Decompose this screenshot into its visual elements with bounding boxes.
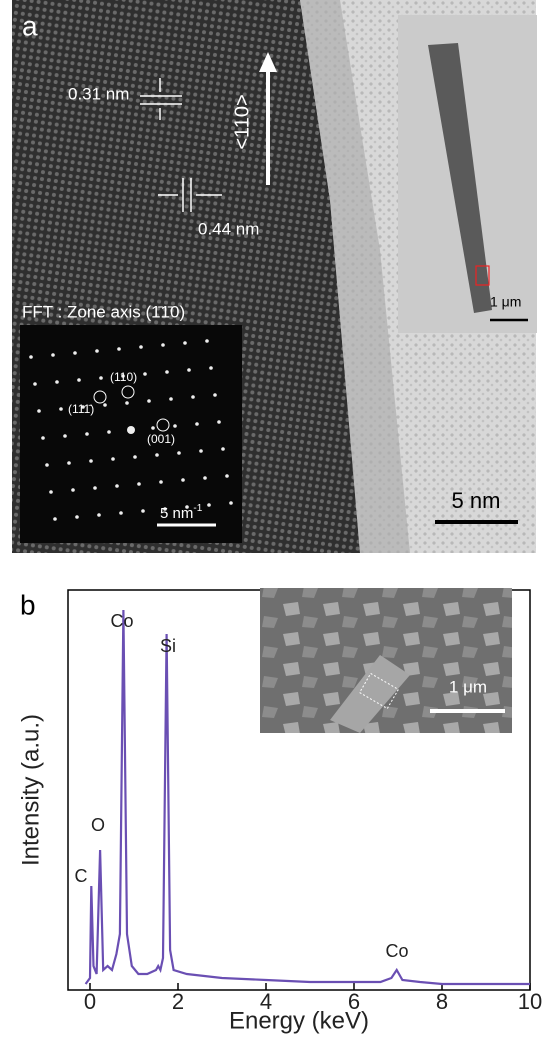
fft-spot — [75, 515, 79, 519]
fft-spot — [85, 432, 89, 436]
peak-label: Co — [385, 941, 408, 961]
page: a 0.31 nm 0.44 nm <110> FFT : Zone axis … — [0, 0, 548, 1042]
fft-spot — [45, 463, 49, 467]
x-tick-label: 8 — [436, 989, 448, 1014]
figure: a 0.31 nm 0.44 nm <110> FFT : Zone axis … — [0, 0, 548, 1037]
fft-spot — [97, 513, 101, 517]
fft-spot — [159, 480, 163, 484]
fft-spot — [133, 455, 137, 459]
fft-spot — [117, 347, 121, 351]
fft-spot — [147, 399, 151, 403]
x-tick-label: 4 — [260, 989, 272, 1014]
fft-spot — [93, 486, 97, 490]
fft-spot — [187, 368, 191, 372]
fft-spot — [173, 424, 177, 428]
fft-spot — [155, 453, 159, 457]
fft-spot — [71, 488, 75, 492]
fft-spot — [199, 449, 203, 453]
fft-spot — [41, 436, 45, 440]
fft-spot — [205, 339, 209, 343]
fft-spot — [169, 397, 173, 401]
fft-spot-label: (111̄) — [68, 402, 94, 416]
peak-label: C — [75, 866, 88, 886]
fft-spot — [55, 380, 59, 384]
fft-spot — [103, 403, 107, 407]
peak-label: Co — [110, 611, 133, 631]
fft-scale-text: 5 nm — [160, 505, 193, 522]
peak-label: O — [91, 815, 105, 835]
lattice-label: 0.44 nm — [198, 219, 259, 238]
fft-spot — [141, 509, 145, 513]
y-axis-label: Intensity (a.u.) — [17, 714, 44, 866]
fft-spot — [203, 476, 207, 480]
fft-spot — [183, 341, 187, 345]
fft-spot — [181, 478, 185, 482]
fft-spot — [89, 459, 93, 463]
fft-title: FFT : Zone axis (1̄1̄0) — [22, 302, 185, 321]
fft-spot — [209, 366, 213, 370]
fft-spot — [59, 407, 63, 411]
inset-scale-label: 1 μm — [490, 294, 521, 310]
fft-spot — [143, 372, 147, 376]
x-tick-label: 10 — [518, 989, 542, 1014]
lattice-label: 0.31 nm — [68, 84, 129, 103]
fft-spot-label: (110) — [110, 370, 137, 384]
fft-spot — [49, 490, 53, 494]
fft-spot — [137, 482, 141, 486]
panel-label: a — [22, 10, 38, 41]
fft-spot — [63, 434, 67, 438]
fft-spot — [207, 503, 211, 507]
fft-spot — [95, 349, 99, 353]
fft-spot — [73, 351, 77, 355]
fft-spot — [165, 370, 169, 374]
fft-spot — [217, 420, 221, 424]
fft-spot — [99, 376, 103, 380]
fft-spot — [127, 426, 135, 434]
fft-spot — [115, 484, 119, 488]
fft-spot — [111, 457, 115, 461]
fft-spot — [229, 501, 233, 505]
fft-spot — [33, 382, 37, 386]
x-tick-label: 6 — [348, 989, 360, 1014]
fft-spot — [77, 378, 81, 382]
fft-spot — [225, 474, 229, 478]
fft-spot — [29, 355, 33, 359]
fft-spot — [161, 343, 165, 347]
panel-label: b — [20, 589, 36, 620]
peak-label: Si — [160, 636, 176, 656]
direction-label: <110> — [231, 94, 253, 149]
inset-scale-label: 1 μm — [449, 677, 487, 696]
x-tick-label: 2 — [172, 989, 184, 1014]
fft-spot — [177, 451, 181, 455]
fft-spot — [67, 461, 71, 465]
fft-spot — [191, 395, 195, 399]
fft-spot — [221, 447, 225, 451]
fft-scale-exponent: -1 — [193, 503, 202, 514]
fft-spot-label: (001) — [147, 432, 175, 446]
fft-spot — [107, 430, 111, 434]
fft-spot — [53, 517, 57, 521]
fft-spot — [151, 426, 155, 430]
fft-spot — [125, 401, 129, 405]
scale-label: 5 nm — [452, 488, 501, 513]
fft-spot — [195, 422, 199, 426]
fft-spot — [213, 393, 217, 397]
fft-spot — [139, 345, 143, 349]
fft-spot — [37, 409, 41, 413]
x-tick-label: 0 — [84, 989, 96, 1014]
fft-spot — [119, 511, 123, 515]
fft-spot — [51, 353, 55, 357]
